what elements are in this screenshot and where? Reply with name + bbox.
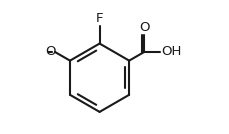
Text: O: O	[45, 45, 55, 58]
Text: OH: OH	[160, 45, 180, 58]
Text: F: F	[95, 12, 103, 25]
Text: O: O	[138, 21, 149, 34]
